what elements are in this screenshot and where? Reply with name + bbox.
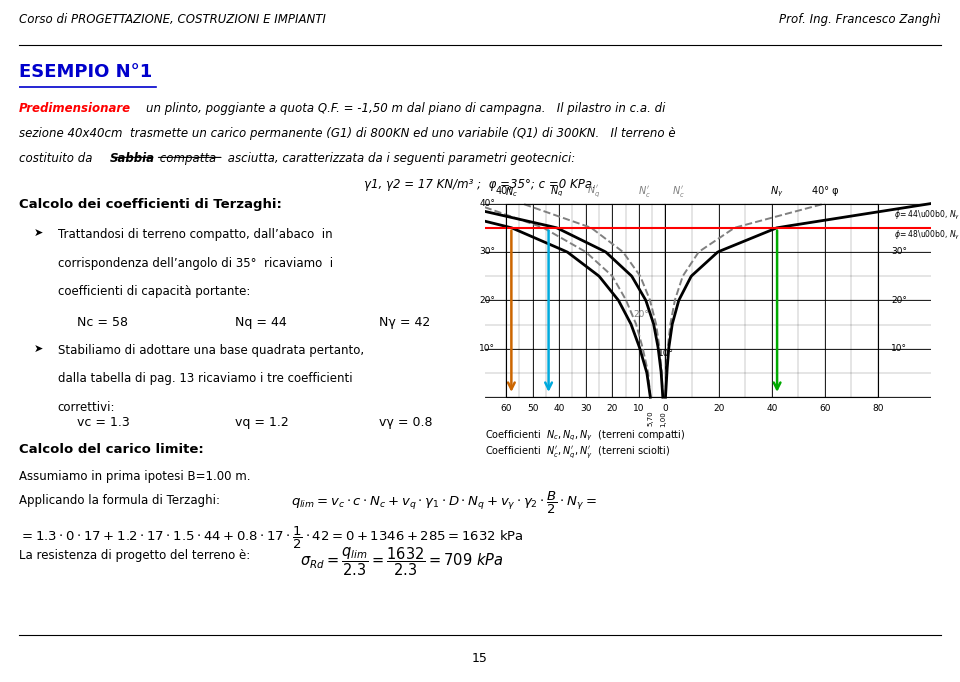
Text: Applicando la formula di Terzaghi:: Applicando la formula di Terzaghi:: [19, 494, 220, 507]
Text: 20°: 20°: [634, 310, 650, 319]
Text: 40: 40: [766, 404, 778, 413]
Text: La resistenza di progetto del terreno è:: La resistenza di progetto del terreno è:: [19, 550, 251, 563]
Text: Nc = 58: Nc = 58: [77, 316, 128, 329]
Text: $\sigma_{Rd} = \dfrac{q_{lim}}{2.3} = \dfrac{1632}{2.3} = 709\ kPa$: $\sigma_{Rd} = \dfrac{q_{lim}}{2.3} = \d…: [300, 546, 504, 578]
Text: corrispondenza dell’angolo di 35°  ricaviamo  i: corrispondenza dell’angolo di 35° ricavi…: [58, 256, 333, 269]
Text: ESEMPIO N°1: ESEMPIO N°1: [19, 63, 153, 80]
Text: 50: 50: [527, 404, 539, 413]
Text: 30: 30: [580, 404, 591, 413]
Text: Coefficienti  $N_c, N_q, N_\gamma$  (terreni compatti): Coefficienti $N_c, N_q, N_\gamma$ (terre…: [485, 428, 685, 443]
Text: asciutta, caratterizzata da i seguenti parametri geotecnici:: asciutta, caratterizzata da i seguenti p…: [224, 152, 575, 165]
Text: Stabiliamo di adottare una base quadrata pertanto,: Stabiliamo di adottare una base quadrata…: [58, 344, 364, 357]
Text: vγ = 0.8: vγ = 0.8: [379, 416, 433, 429]
Text: Nq = 44: Nq = 44: [235, 316, 287, 329]
Text: 60: 60: [819, 404, 830, 413]
Text: 20: 20: [713, 404, 724, 413]
Text: vq = 1.2: vq = 1.2: [235, 416, 289, 429]
Text: $N_q'$: $N_q'$: [588, 183, 600, 198]
Text: 40: 40: [554, 404, 564, 413]
Text: sezione 40x40cm  trasmette un carico permanente (G1) di 800KN ed uno variabile (: sezione 40x40cm trasmette un carico perm…: [19, 127, 676, 140]
Text: costituito da: costituito da: [19, 152, 96, 165]
Text: 40°: 40°: [495, 186, 513, 196]
Text: $q_{lim} = v_c \cdot c \cdot N_c + v_q \cdot \gamma_1 \cdot D \cdot N_q + v_\gam: $q_{lim} = v_c \cdot c \cdot N_c + v_q \…: [291, 490, 597, 516]
Text: vc = 1.3: vc = 1.3: [77, 416, 130, 429]
Text: 10°: 10°: [658, 349, 674, 358]
Text: Assumiamo in prima ipotesi B=1.00 m.: Assumiamo in prima ipotesi B=1.00 m.: [19, 470, 251, 483]
Text: Coefficienti  $N_c', N_q', N_\gamma'$  (terreni sciolti): Coefficienti $N_c', N_q', N_\gamma'$ (te…: [485, 445, 670, 460]
Text: Corso di PROGETTAZIONE, COSTRUZIONI E IMPIANTI: Corso di PROGETTAZIONE, COSTRUZIONI E IM…: [19, 12, 326, 26]
Text: compatta: compatta: [156, 152, 216, 165]
Text: $N_c'$: $N_c'$: [637, 183, 651, 198]
Text: $\phi$= 48\u00b0, $N_\gamma$ = 780: $\phi$= 48\u00b0, $N_\gamma$ = 780: [894, 228, 960, 241]
Text: 30°: 30°: [891, 248, 907, 256]
Text: $N_c'$: $N_c'$: [672, 183, 685, 198]
Text: 20: 20: [607, 404, 618, 413]
Bar: [506, 203, 878, 397]
Text: $\phi$= 44\u00b0, $N_\gamma$ = 260: $\phi$= 44\u00b0, $N_\gamma$ = 260: [894, 209, 960, 222]
Text: $N_c$: $N_c$: [505, 185, 517, 198]
Text: Calcolo del carico limite:: Calcolo del carico limite:: [19, 443, 204, 456]
Text: 10°: 10°: [891, 344, 907, 353]
Text: 1,00: 1,00: [660, 411, 666, 426]
Text: 15: 15: [472, 652, 488, 665]
Text: 40°: 40°: [480, 199, 495, 208]
Text: 80: 80: [873, 404, 884, 413]
Text: coefficienti di capacità portante:: coefficienti di capacità portante:: [58, 285, 250, 298]
Text: Prof. Ing. Francesco Zanghì: Prof. Ing. Francesco Zanghì: [780, 12, 941, 26]
Text: correttivi:: correttivi:: [58, 401, 115, 414]
Text: dalla tabella di pag. 13 ricaviamo i tre coefficienti: dalla tabella di pag. 13 ricaviamo i tre…: [58, 372, 352, 385]
Text: 40° φ: 40° φ: [811, 186, 838, 196]
Text: Trattandosi di terreno compatto, dall’abaco  in: Trattandosi di terreno compatto, dall’ab…: [58, 228, 332, 241]
Text: $= 1.3 \cdot 0 \cdot 17 + 1.2 \cdot 17 \cdot 1.5 \cdot 44 + 0.8 \cdot 17 \cdot \: $= 1.3 \cdot 0 \cdot 17 + 1.2 \cdot 17 \…: [19, 525, 524, 551]
Text: Sabbia: Sabbia: [109, 152, 155, 165]
Text: $N_\gamma$: $N_\gamma$: [770, 184, 784, 198]
Text: Calcolo dei coefficienti di Terzaghi:: Calcolo dei coefficienti di Terzaghi:: [19, 198, 282, 211]
Text: un plinto, poggiante a quota Q.F. = -1,50 m dal piano di campagna.   Il pilastro: un plinto, poggiante a quota Q.F. = -1,5…: [146, 102, 665, 115]
Text: 10°: 10°: [479, 344, 495, 353]
Text: 30°: 30°: [479, 248, 495, 256]
Text: Predimensionare: Predimensionare: [19, 102, 132, 115]
Text: Nγ = 42: Nγ = 42: [379, 316, 430, 329]
Text: 20°: 20°: [891, 296, 907, 305]
Text: ➤: ➤: [34, 344, 43, 354]
Text: 0: 0: [662, 404, 668, 413]
Text: ➤: ➤: [34, 228, 43, 238]
Text: 5,70: 5,70: [647, 411, 654, 426]
Text: 20°: 20°: [480, 296, 495, 305]
Text: 60: 60: [500, 404, 512, 413]
Text: $N_q$: $N_q$: [550, 184, 564, 198]
Text: 10: 10: [634, 404, 645, 413]
Text: γ1, γ2 = 17 KN/m³ ;  φ =35°; c =0 KPa.: γ1, γ2 = 17 KN/m³ ; φ =35°; c =0 KPa.: [364, 178, 596, 191]
